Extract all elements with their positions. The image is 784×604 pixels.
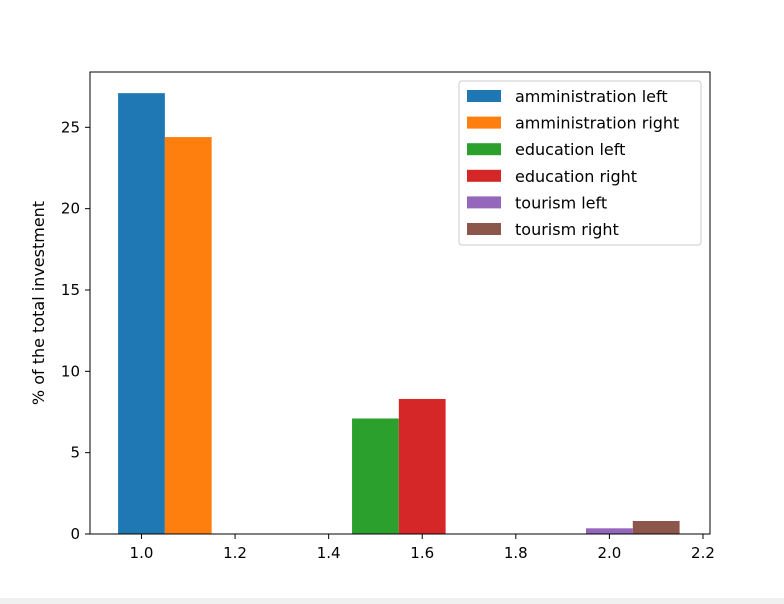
x-tick-label: 2.2: [691, 544, 715, 562]
bar-1: [164, 137, 212, 534]
plot-area-frame: [89, 71, 711, 535]
y-axis-label: % of the total investment: [29, 201, 48, 405]
x-tick-label: 1.8: [504, 544, 528, 562]
y-tick-label: 10: [61, 362, 80, 380]
y-tick-label: 15: [61, 281, 80, 299]
legend-swatch: [467, 169, 501, 182]
legend-label: education right: [515, 167, 637, 186]
bar-4: [586, 528, 633, 534]
x-axis: 1.0 1.2 1.4 1.6 1.8 2.0 2.2: [130, 534, 715, 562]
x-tick-label: 2.0: [597, 544, 621, 562]
legend-swatch: [467, 143, 501, 156]
bars-group: [118, 93, 680, 534]
legend-label: tourism left: [515, 193, 607, 212]
window-bottom-strip: [0, 598, 784, 604]
bar-0: [118, 93, 165, 534]
legend-label: education left: [515, 140, 625, 159]
legend-box: [458, 80, 702, 246]
y-tick-label: 25: [61, 118, 80, 136]
x-tick-label: 1.0: [130, 544, 154, 562]
x-tick-label: 1.2: [223, 544, 247, 562]
y-axis: 0 5 10 15 20 25: [61, 118, 90, 543]
legend-items: amministration left amministration right e…: [467, 87, 679, 239]
bar-3: [398, 398, 446, 534]
x-tick-label: 1.4: [317, 544, 341, 562]
bar-2: [352, 418, 399, 534]
y-tick-label: 20: [61, 200, 80, 218]
legend-swatch: [467, 90, 501, 102]
legend-swatch: [467, 223, 501, 235]
legend-label: amministration right: [515, 114, 679, 133]
legend-label: tourism right: [515, 220, 619, 239]
legend: amministration left amministration right e…: [458, 80, 702, 246]
y-tick-label: 0: [70, 525, 80, 543]
y-tick-label: 5: [70, 444, 80, 462]
x-tick-label: 1.6: [410, 544, 434, 562]
legend-swatch: [467, 196, 501, 209]
legend-swatch: [467, 116, 501, 129]
legend-label: amministration left: [515, 87, 668, 106]
bar-5: [632, 520, 680, 534]
